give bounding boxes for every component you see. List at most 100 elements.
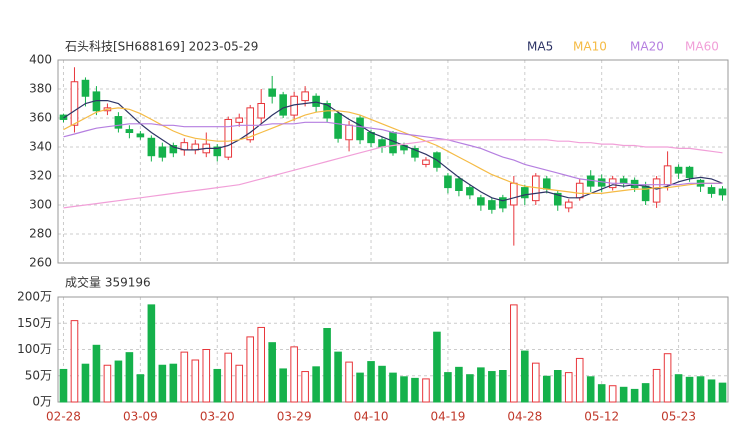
x-tick-label: 03-29 (277, 410, 312, 424)
volume-bar (707, 379, 716, 403)
volume-bar (499, 370, 507, 403)
volume-bar (444, 372, 452, 403)
ma-line (63, 100, 723, 202)
volume-bar (125, 352, 134, 403)
candle-body (718, 188, 727, 196)
volume-bar (224, 352, 233, 403)
candle-body (685, 166, 694, 178)
volume-bar (553, 370, 562, 403)
candle-body (268, 88, 276, 97)
candle-body (619, 178, 628, 184)
volume-bar (367, 361, 375, 403)
ma-line (63, 107, 723, 194)
plot-frame (57, 59, 729, 264)
legend-label: MA5 (527, 40, 553, 54)
candle-body (213, 146, 222, 157)
volume-bar (433, 331, 441, 403)
volume-bar (630, 388, 639, 403)
volume-bar (268, 342, 276, 403)
volume-bar (191, 359, 200, 403)
candle-body (125, 129, 134, 134)
volume-bar (597, 384, 606, 403)
volume-bar (290, 346, 298, 403)
candle-body (70, 81, 79, 126)
x-tick-label: 04-10 (354, 410, 389, 424)
y-tick-label: 380 (29, 82, 52, 96)
volume-bar (422, 378, 430, 403)
volume-bar (641, 383, 650, 403)
volume-bar (59, 368, 68, 403)
y-tick-label: 100万 (17, 342, 52, 356)
volume-bar (213, 368, 222, 403)
candle-body (235, 117, 244, 123)
candle-body (510, 182, 518, 206)
volume-bar (70, 320, 79, 403)
legend-label: MA10 (573, 40, 607, 54)
volume-bar (169, 363, 178, 403)
volume-bar (103, 364, 112, 403)
volume-bar (389, 372, 397, 403)
candle-body (136, 133, 145, 138)
volume-bar (246, 336, 255, 403)
candle-body (411, 147, 419, 158)
candle-body (488, 200, 496, 210)
y-tick-label: 340 (29, 140, 52, 154)
volume-bar (334, 351, 342, 403)
volume-bar (531, 362, 540, 403)
candle-body (674, 166, 683, 174)
volume-bar (575, 357, 584, 403)
candle-body (422, 159, 430, 165)
y-tick-label: 400 (29, 53, 52, 67)
candle-body (575, 182, 584, 199)
x-tick-label: 04-19 (430, 410, 465, 424)
volume-bar (521, 350, 529, 403)
volume-bar (158, 364, 167, 403)
volume-bar (586, 376, 595, 403)
candle-body (356, 117, 364, 141)
volume-bar (685, 376, 694, 403)
volume-bar (114, 360, 123, 403)
volume-bar (356, 372, 364, 403)
volume-bar (345, 361, 353, 403)
legend-label: MA60 (685, 40, 719, 54)
candle-body (553, 192, 562, 206)
volume-bar (455, 366, 463, 403)
y-tick-label: 260 (29, 256, 52, 270)
volume-bar (510, 304, 518, 403)
volume-bar (400, 376, 408, 403)
y-tick-label: 50万 (25, 368, 52, 382)
candle-body (521, 187, 529, 199)
candle-body (444, 175, 452, 189)
x-tick-label: 05-23 (661, 410, 696, 424)
volume-bar (608, 385, 617, 403)
volume-bar (312, 366, 320, 403)
volume-bar (488, 371, 496, 403)
y-tick-label: 300 (29, 198, 52, 212)
volume-bar (652, 368, 661, 403)
candle-body (158, 146, 167, 158)
volume-bar (235, 364, 244, 403)
candle-body (81, 79, 90, 97)
x-tick-label: 04-28 (507, 410, 542, 424)
volume-bar (136, 374, 145, 403)
volume-bar (147, 304, 156, 403)
volume-bar (279, 368, 287, 403)
volume-bar (257, 326, 265, 403)
x-tick-label: 03-09 (123, 410, 158, 424)
candle-body (378, 139, 386, 148)
chart-title: 石头科技[SH688169] 2023-05-29 (65, 40, 258, 54)
volume-bar (301, 371, 309, 403)
y-tick-label: 200万 (17, 290, 52, 304)
x-tick-label: 02-28 (46, 410, 81, 424)
candle-body (663, 165, 672, 186)
y-tick-label: 280 (29, 227, 52, 241)
candle-body (169, 145, 178, 154)
candle-body (707, 187, 716, 194)
candle-body (345, 124, 353, 141)
candle-body (455, 178, 463, 191)
y-tick-label: 320 (29, 169, 52, 183)
candle-body (564, 201, 573, 209)
volume-bar (477, 367, 485, 403)
candle-body (224, 118, 233, 158)
y-tick-label: 150万 (17, 316, 52, 330)
